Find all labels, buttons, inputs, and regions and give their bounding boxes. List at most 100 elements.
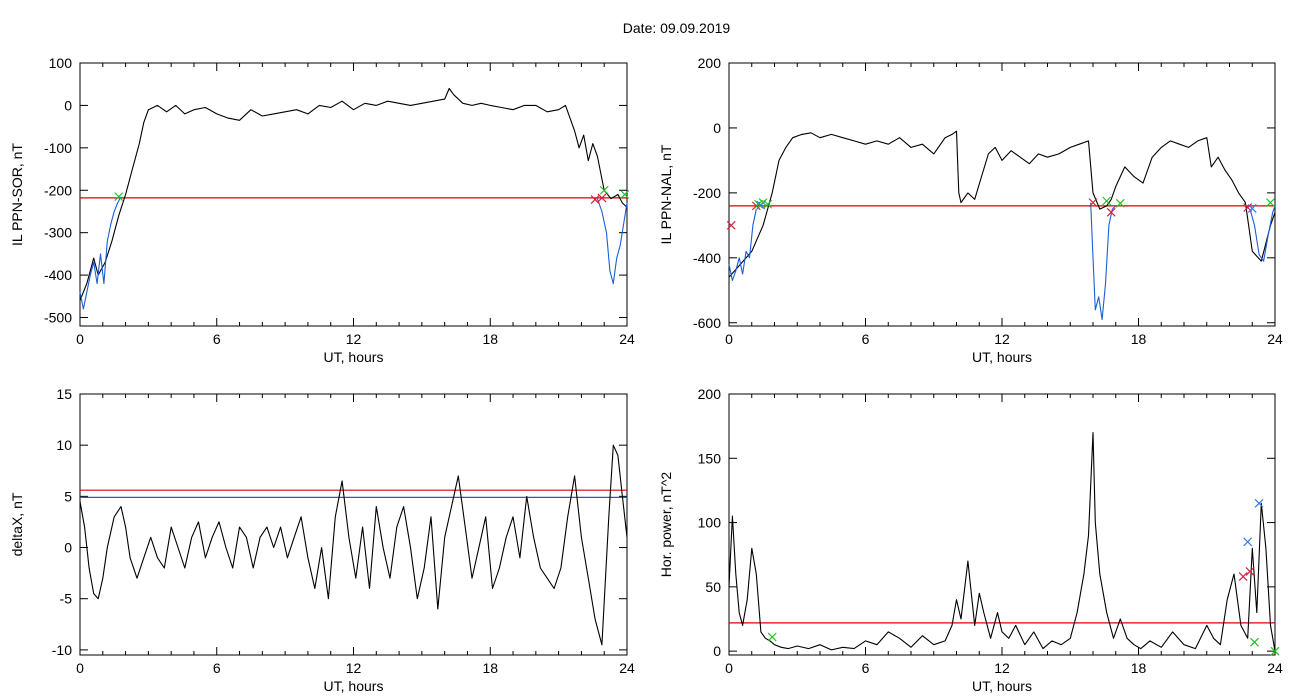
y-tick-label: -10 xyxy=(52,642,72,658)
chart-il-ppn-sor: 0 6 12 18 24 100 0 -100 -200 -300 -400 -500 UT, hour… xyxy=(9,55,635,365)
cross-stroke xyxy=(756,200,766,210)
cross-marker xyxy=(1243,537,1253,547)
cross-marker xyxy=(114,192,124,202)
cross-marker xyxy=(620,190,630,199)
cross-stroke xyxy=(620,190,630,199)
y-tick-label: 0 xyxy=(713,643,721,659)
y-axis-label: IL PPN-NAL, nT xyxy=(658,144,674,244)
series-line-0 xyxy=(728,130,1276,278)
x-tick-label: 18 xyxy=(1131,660,1147,676)
cross-marker xyxy=(1238,572,1248,581)
y-tick-label: 100 xyxy=(49,55,73,71)
cross-marker xyxy=(1106,207,1116,217)
cross-marker xyxy=(1115,198,1125,208)
cross-stroke xyxy=(590,195,600,205)
y-tick-label: -200 xyxy=(693,185,721,201)
x-tick-label: 18 xyxy=(482,331,498,347)
y-tick-label: -5 xyxy=(60,591,73,607)
plot-frame xyxy=(728,393,1276,656)
x-tick-label: 6 xyxy=(862,660,870,676)
cross-marker xyxy=(1245,567,1255,576)
x-axis-label: UT, hours xyxy=(324,678,384,694)
y-axis-label: IL PPN-SOR, nT xyxy=(9,143,25,246)
chart-il-ppn-nal: 0 6 12 18 24 200 0 -200 -400 -600 UT, hours IL PPN-… xyxy=(658,55,1283,365)
chart-delta-x: 0 6 12 18 24 15 10 5 0 -5 -10 UT, hours deltaX, nT xyxy=(9,386,635,694)
cross-stroke xyxy=(1243,203,1253,212)
cross-stroke xyxy=(1266,198,1275,208)
x-tick-label: 0 xyxy=(725,660,733,676)
cross-marker xyxy=(1250,637,1259,647)
x-tick-label: 18 xyxy=(1131,331,1147,347)
series-line-0 xyxy=(79,87,628,301)
cross-stroke xyxy=(1115,198,1125,208)
x-tick-label: 0 xyxy=(76,660,84,676)
x-tick-label: 12 xyxy=(994,331,1010,347)
y-tick-label: 150 xyxy=(698,450,722,466)
cross-stroke xyxy=(1250,637,1259,647)
x-tick-label: 6 xyxy=(862,331,870,347)
y-axis-label: Hor. power, nT^2 xyxy=(658,472,674,578)
cross-marker xyxy=(1102,196,1112,206)
y-tick-label: -600 xyxy=(693,315,721,331)
y-tick-label: 200 xyxy=(698,55,722,71)
y-tick-label: 200 xyxy=(698,386,722,402)
series-line-2 xyxy=(596,198,628,285)
page-title: Date: 09.09.2019 xyxy=(622,20,731,36)
series-line-1 xyxy=(79,196,122,310)
x-tick-label: 12 xyxy=(994,660,1010,676)
cross-marker xyxy=(767,632,777,642)
y-axis-label: deltaX, nT xyxy=(9,492,25,556)
x-tick-label: 0 xyxy=(76,331,84,347)
y-tick-label: 5 xyxy=(64,488,72,504)
cross-stroke xyxy=(114,192,124,202)
cross-marker xyxy=(599,185,609,195)
cross-stroke xyxy=(1102,196,1112,206)
y-tick-label: 50 xyxy=(705,579,721,595)
x-tick-label: 6 xyxy=(213,660,221,676)
cross-stroke xyxy=(1238,572,1248,581)
cross-stroke xyxy=(1088,198,1098,208)
x-tick-label: 24 xyxy=(619,660,635,676)
series-line-2 xyxy=(1090,202,1117,321)
y-tick-label: -300 xyxy=(44,225,72,241)
x-tick-label: 0 xyxy=(725,331,733,347)
cross-stroke xyxy=(1254,498,1264,508)
y-tick-label: 15 xyxy=(56,386,72,402)
cross-stroke xyxy=(1270,646,1280,656)
cross-stroke xyxy=(1245,567,1255,576)
cross-stroke xyxy=(1106,207,1116,217)
cross-stroke xyxy=(597,193,607,203)
y-tick-label: 10 xyxy=(56,437,72,453)
cross-marker xyxy=(756,200,766,210)
x-tick-label: 24 xyxy=(619,331,635,347)
cross-marker xyxy=(1247,204,1257,213)
cross-stroke xyxy=(763,199,773,209)
plot-frame xyxy=(79,393,628,656)
y-tick-label: 0 xyxy=(713,120,721,136)
x-tick-label: 12 xyxy=(346,331,362,347)
y-tick-label: -500 xyxy=(44,310,72,326)
x-tick-label: 6 xyxy=(213,331,221,347)
plot-frame xyxy=(79,62,628,327)
series-line-0 xyxy=(728,432,1276,652)
y-tick-label: 0 xyxy=(64,540,72,556)
cross-stroke xyxy=(599,185,609,195)
y-tick-label: 100 xyxy=(698,515,722,531)
cross-marker xyxy=(1088,198,1098,208)
cross-marker xyxy=(597,193,607,203)
plot-frame xyxy=(728,62,1276,327)
x-tick-label: 24 xyxy=(1267,331,1283,347)
cross-stroke xyxy=(1247,204,1257,213)
series-line-1 xyxy=(728,208,757,282)
y-tick-label: -100 xyxy=(44,140,72,156)
x-axis-label: UT, hours xyxy=(324,349,384,365)
cross-marker xyxy=(726,220,736,230)
series-line-3 xyxy=(1249,205,1276,262)
x-axis-label: UT, hours xyxy=(972,349,1032,365)
x-tick-label: 24 xyxy=(1267,660,1283,676)
x-axis-label: UT, hours xyxy=(972,678,1032,694)
cross-marker xyxy=(1270,646,1280,656)
cross-stroke xyxy=(726,220,736,230)
